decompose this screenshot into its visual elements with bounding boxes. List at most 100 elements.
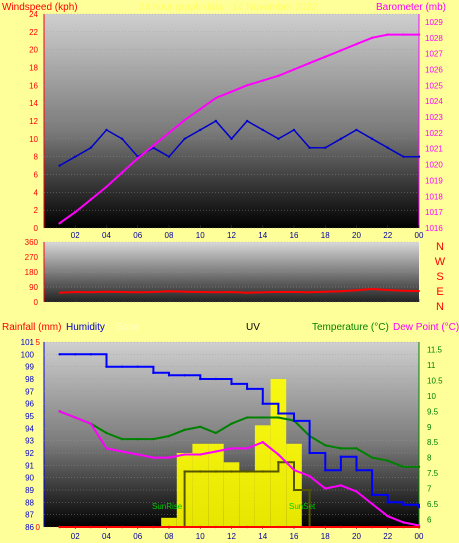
humidity-point: [245, 387, 249, 391]
barometer-point: [417, 33, 421, 36]
wind-average-point: [58, 164, 61, 167]
wind-average-point: [308, 146, 311, 149]
temperature-point: [339, 447, 343, 450]
barometer-y-tick-label: 1020: [425, 161, 443, 170]
barometer-point: [89, 198, 93, 201]
wind-x-tick-label: 20: [352, 231, 361, 240]
rainfall-point: [74, 525, 77, 529]
wind-x-tick-label: 12: [227, 231, 236, 240]
barometer-point: [386, 33, 389, 36]
direction-point: [199, 291, 202, 293]
humidity-y-tick-label: 94: [25, 424, 34, 433]
solar-bar: [192, 443, 208, 528]
rainfall-point: [58, 525, 61, 529]
direction-point: [246, 291, 249, 294]
direction-point: [152, 291, 155, 293]
bottom-x-tick-label: 20: [352, 532, 361, 541]
temperature-point: [386, 459, 389, 462]
dewpoint-point: [230, 447, 233, 450]
humidity-point: [120, 365, 124, 368]
barometer-point: [230, 90, 233, 93]
barometer-point: [74, 210, 77, 214]
humidity-point: [199, 377, 202, 381]
wind-average-point: [277, 137, 280, 141]
barometer-point: [120, 171, 124, 174]
barometer-y-tick-label: 1029: [425, 18, 443, 27]
dewpoint-point: [89, 422, 93, 425]
temperature-y-tick-label: 7.5: [427, 469, 439, 478]
humidity-point: [386, 501, 389, 504]
dewpoint-point: [245, 447, 249, 450]
temperature-y-tick-label: 7: [427, 484, 432, 493]
wind-y-tick-label: 10: [29, 135, 38, 144]
wind-y-tick-label: 22: [29, 28, 38, 37]
uv-point: [214, 470, 218, 473]
dewpoint-label: Dew Point (°C): [393, 322, 459, 333]
direction-point: [293, 291, 295, 293]
dewpoint-point: [183, 453, 186, 456]
wind-average-point: [402, 155, 405, 158]
dewpoint-point: [105, 447, 108, 450]
humidity-y-tick-label: 96: [25, 400, 34, 409]
dewpoint-point: [355, 490, 358, 493]
compass-label: E: [436, 286, 443, 298]
rainfall-point: [105, 525, 108, 529]
bottom-x-tick-label: 00: [415, 532, 424, 541]
wind-y-tick-label: 14: [29, 99, 38, 108]
barometer-y-tick-label: 1027: [425, 50, 443, 59]
humidity-y-tick-label: 100: [21, 350, 35, 359]
wind-y-tick-label: 4: [34, 188, 39, 197]
temperature-point: [167, 434, 171, 438]
chart-title: 24 hour graph data - 14 November 2022: [139, 2, 318, 13]
barometer-point: [370, 36, 374, 39]
direction-y-tick-label: 270: [25, 253, 39, 262]
direction-point: [386, 289, 389, 291]
barometer-y-tick-label: 1025: [425, 81, 443, 90]
compass-label: S: [436, 271, 443, 283]
temperature-point: [105, 431, 108, 435]
wind-average-point: [370, 137, 374, 141]
wind-average-point: [183, 137, 186, 141]
temperature-point: [355, 447, 358, 450]
dewpoint-point: [120, 450, 124, 453]
direction-line: [59, 287, 420, 294]
temperature-y-tick-label: 11: [427, 361, 436, 370]
barometer-point: [199, 107, 202, 111]
solar-bar: [208, 443, 224, 528]
dewpoint-line: [59, 410, 420, 527]
direction-y-tick-label: 180: [25, 268, 39, 277]
temperature-point: [120, 437, 124, 441]
direction-point: [324, 290, 327, 293]
bottom-x-tick-label: 18: [321, 532, 330, 541]
compass-label: N: [436, 301, 444, 313]
dewpoint-point: [58, 410, 61, 413]
temperature-point: [324, 444, 327, 447]
temperature-point: [199, 425, 202, 428]
wind-average-point: [355, 128, 358, 132]
bottom-x-tick-label: 14: [258, 532, 267, 541]
humidity-point: [74, 353, 77, 356]
temperature-line: [59, 410, 419, 468]
barometer-point: [58, 222, 61, 225]
direction-point: [105, 290, 108, 293]
temperature-y-tick-label: 9.5: [427, 407, 439, 416]
barometer-point: [136, 157, 139, 160]
barometer-point: [167, 131, 171, 135]
humidity-y-tick-label: 87: [25, 511, 34, 520]
wind-x-tick-label: 14: [258, 231, 267, 240]
direction-y-tick-label: 360: [25, 238, 39, 247]
solar-bar: [161, 517, 177, 528]
wind-x-tick-label: 04: [102, 231, 111, 240]
humidity-y-tick-label: 88: [25, 498, 34, 507]
wind-average-point: [105, 128, 108, 132]
humidity-y-tick-label: 90: [25, 474, 34, 483]
wind-average-point: [324, 146, 327, 149]
rainfall-point: [339, 525, 343, 529]
barometer-y-tick-label: 1021: [425, 145, 443, 154]
temperature-y-tick-label: 11.5: [427, 346, 443, 355]
temperature-point: [277, 416, 280, 419]
wind-average-point: [339, 137, 343, 141]
barometer-point: [339, 49, 343, 52]
direction-point: [183, 290, 186, 293]
